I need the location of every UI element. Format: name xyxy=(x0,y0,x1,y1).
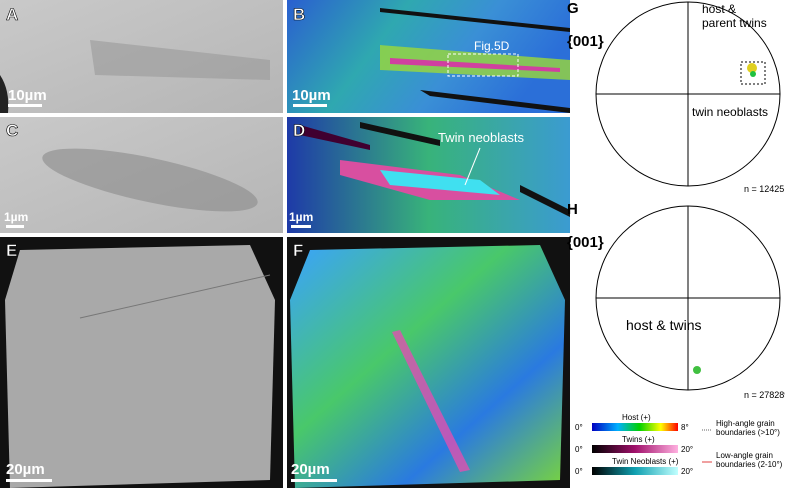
scale-bar xyxy=(6,479,52,482)
count: n = 278289 xyxy=(744,390,785,400)
scale-text: 20µm xyxy=(291,461,330,478)
legend-min: 0° xyxy=(575,445,583,454)
scale-bar xyxy=(291,225,311,228)
panel-label: E xyxy=(6,241,17,260)
edge xyxy=(0,75,9,113)
twin xyxy=(380,45,570,80)
band xyxy=(380,8,570,32)
scale-bar xyxy=(8,104,42,107)
color-bar xyxy=(592,445,678,453)
pointer xyxy=(464,147,481,186)
panel-label: B xyxy=(293,5,305,24)
scale-bar xyxy=(291,479,337,482)
grain xyxy=(5,245,275,488)
scale-text: 10µm xyxy=(292,87,331,104)
neoblast xyxy=(380,170,500,195)
band xyxy=(300,125,370,150)
panel-label: G xyxy=(567,0,579,17)
twin xyxy=(392,330,470,472)
panel-label: A xyxy=(6,5,18,24)
color-bar xyxy=(592,467,678,475)
plane-label: {001} xyxy=(567,234,604,251)
twin xyxy=(390,58,560,72)
grain xyxy=(290,245,565,488)
annotation: twin neoblasts xyxy=(692,105,768,119)
scale-text: 1µm xyxy=(289,210,313,224)
feature xyxy=(90,40,270,80)
annotation: Twin neoblasts xyxy=(438,130,524,145)
band xyxy=(420,90,570,113)
scale-text: 20µm xyxy=(6,461,45,478)
pole-cluster xyxy=(750,71,756,77)
legend-min: 0° xyxy=(575,423,583,432)
inset-box xyxy=(740,61,766,85)
legend-max: 20° xyxy=(681,467,693,476)
band xyxy=(520,185,570,217)
scale-text: 10µm xyxy=(8,87,47,104)
panel-label: F xyxy=(293,241,303,260)
legend-min: 0° xyxy=(575,467,583,476)
annotation: host & parent twins xyxy=(702,2,767,30)
color-bar xyxy=(592,423,678,431)
scale-bar xyxy=(293,104,327,107)
legend-title: Twins (+) xyxy=(622,435,655,444)
annotation: Fig.5D xyxy=(474,39,510,53)
feature xyxy=(42,148,258,212)
pole-cluster xyxy=(747,63,757,73)
legend-text: Low-angle grain boundaries (2-10°) xyxy=(716,451,783,469)
legend-title: Twin Neoblasts (+) xyxy=(612,457,679,466)
pole-cluster xyxy=(693,366,701,374)
scale-text: 1µm xyxy=(4,210,28,224)
panel-label: D xyxy=(293,121,305,140)
panel-label: C xyxy=(6,121,18,140)
band xyxy=(360,122,440,146)
legend-title: Host (+) xyxy=(622,413,651,422)
annotation: host & twins xyxy=(626,317,701,333)
legend-text: High-angle grain boundaries (>10°) xyxy=(716,419,780,437)
crack xyxy=(79,274,271,319)
count: n = 12425 xyxy=(744,184,784,194)
inset-box xyxy=(447,53,519,77)
legend-max: 8° xyxy=(681,423,689,432)
panel-label: H xyxy=(567,201,578,218)
plane-label: {001} xyxy=(567,33,604,50)
scale-bar xyxy=(6,225,24,228)
legend-max: 20° xyxy=(681,445,693,454)
